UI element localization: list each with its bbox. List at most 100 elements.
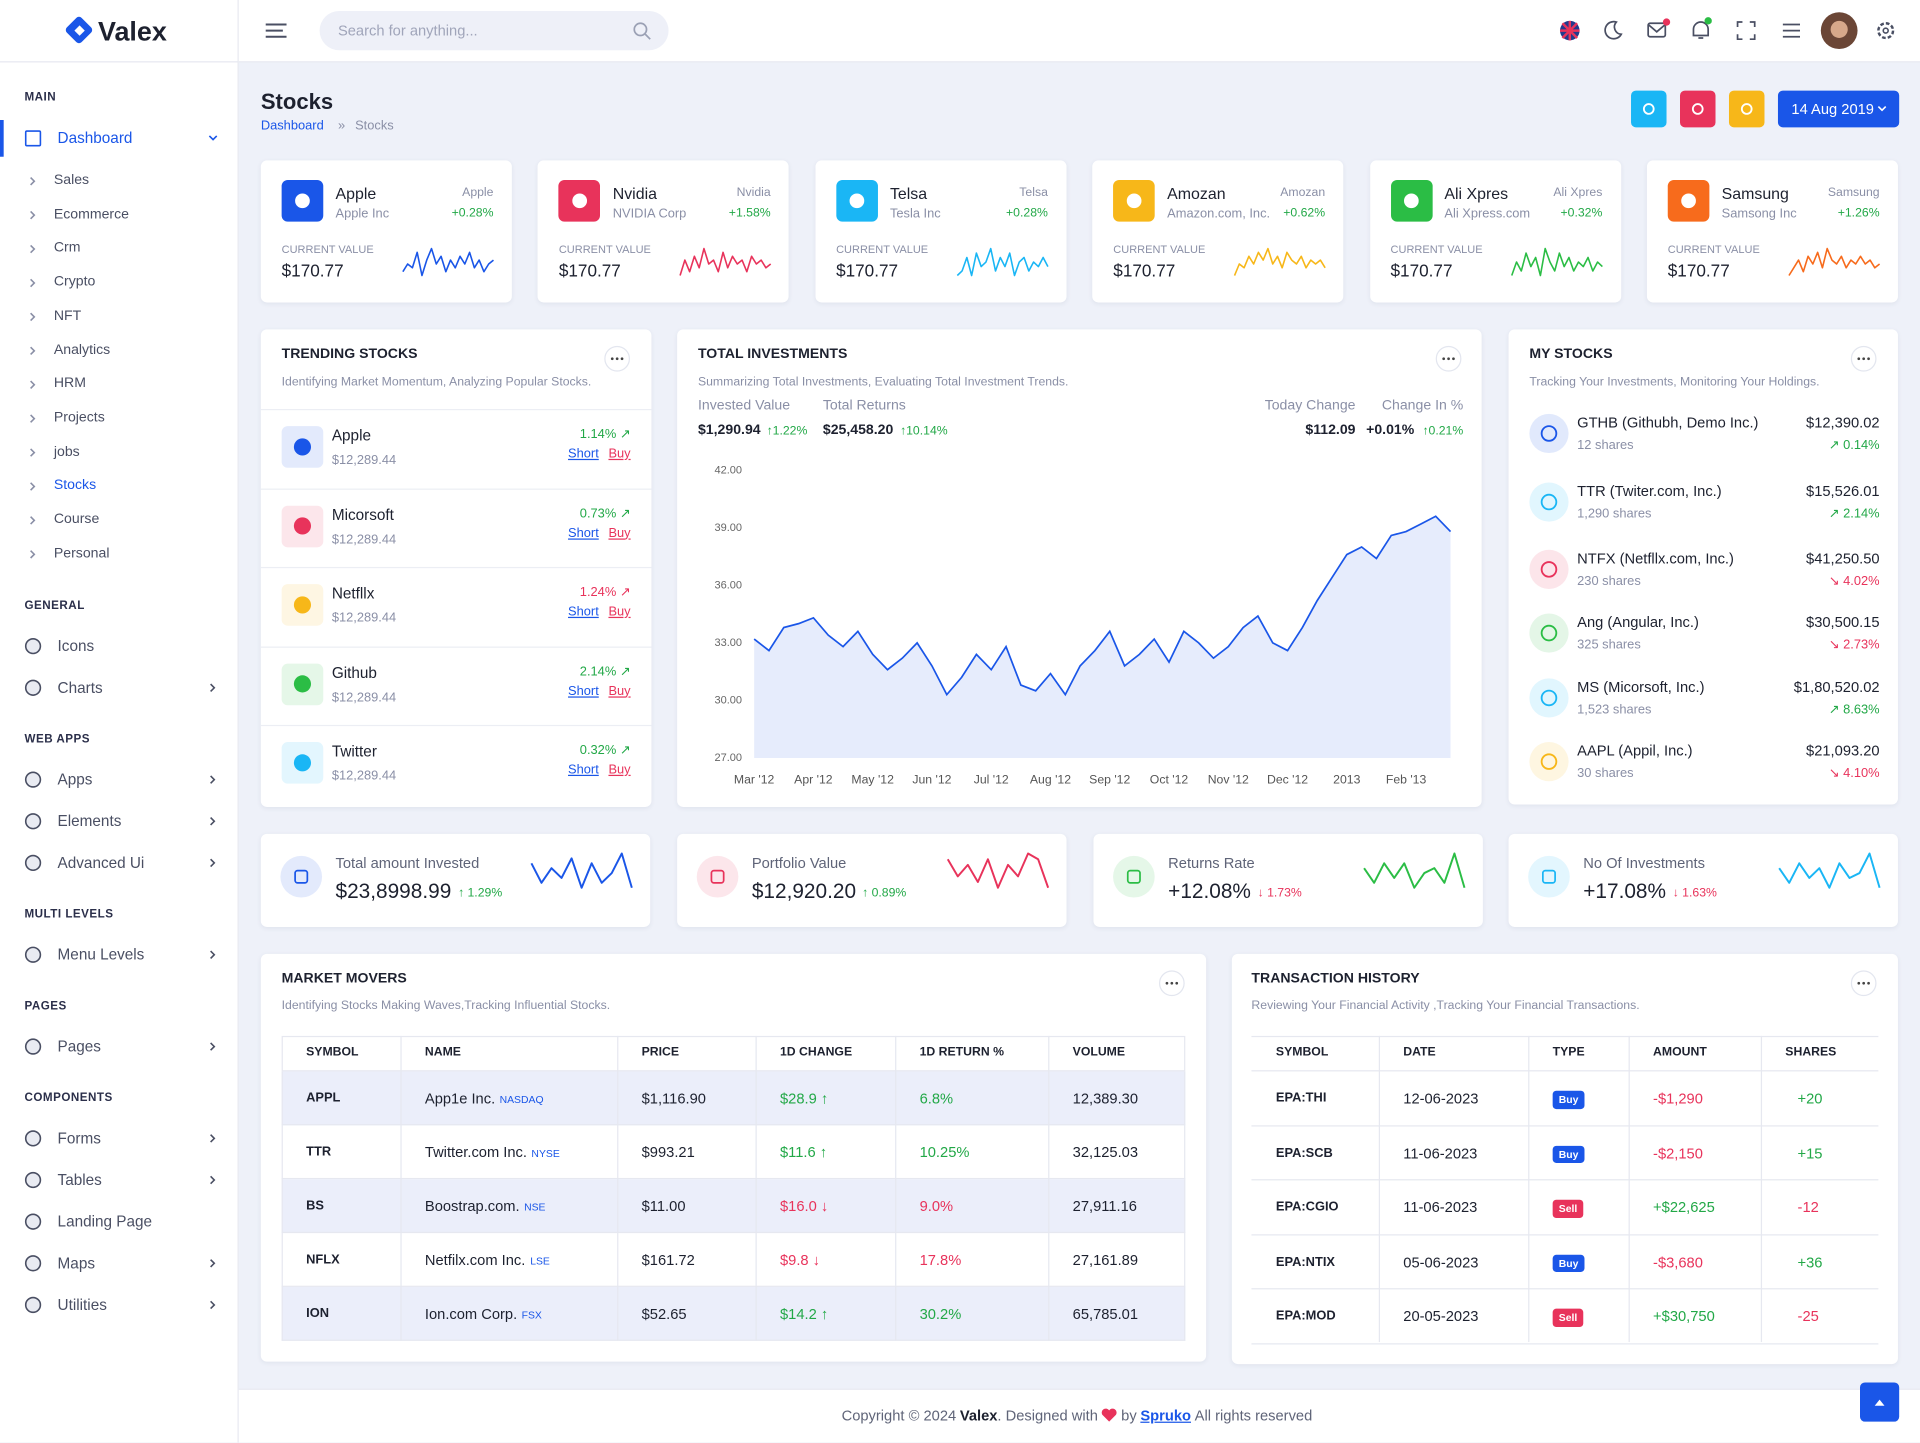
search-box[interactable] (319, 11, 669, 51)
stock-company: Tesla Inc (889, 206, 941, 222)
scroll-top-button[interactable] (1860, 1382, 1900, 1422)
menu-toggle[interactable] (260, 17, 292, 46)
value-label: CURRENT VALUE (1113, 243, 1206, 256)
toolbar-button[interactable] (1728, 90, 1765, 128)
header (238, 0, 1920, 63)
submenu-item[interactable]: Course (53, 512, 100, 527)
footer-brand: Valex (959, 1406, 998, 1425)
stat-value: $112.09 (1305, 422, 1356, 438)
cell-price: $993.21 (641, 1143, 695, 1161)
more-button-hit[interactable] (1851, 971, 1875, 995)
header-button[interactable] (1640, 13, 1674, 47)
header-button[interactable] (1869, 13, 1903, 47)
submenu-item[interactable]: Sales (53, 172, 90, 188)
holding-shares: 230 shares (1577, 573, 1641, 589)
short-link[interactable]: Short (568, 525, 599, 541)
section-title: PAGES (24, 999, 67, 1013)
stat-value: +0.01% (1366, 422, 1415, 438)
menu-item[interactable] (0, 120, 239, 157)
submenu-item[interactable]: Stocks (53, 478, 97, 493)
value-label: CURRENT VALUE (558, 243, 651, 256)
cell-date: 11-06-2023 (1403, 1198, 1478, 1216)
menu-label: Apps (57, 770, 93, 788)
holding-name: TTR (Twiter.com, Inc.) (1577, 482, 1722, 500)
header-button[interactable] (1553, 13, 1587, 47)
stat-value: +17.08% (1583, 879, 1667, 904)
x-tick-label: Aug '12 (1029, 773, 1072, 788)
menu-label: Icons (57, 637, 95, 655)
y-tick-label: 27.00 (714, 751, 743, 764)
brand-name[interactable]: Valex (97, 15, 167, 47)
x-tick-label: Jul '12 (973, 773, 1009, 788)
stock-ticker: Telsa (1019, 186, 1048, 200)
trend-name: Netfllx (331, 585, 375, 603)
header-button[interactable] (1822, 13, 1856, 47)
menu-item[interactable] (0, 1120, 239, 1157)
table-row (1251, 1235, 1879, 1290)
menu-item[interactable] (0, 1028, 239, 1065)
stock-value: $170.77 (1113, 260, 1176, 281)
stat-label: Portfolio Value (751, 854, 847, 872)
stat-label: No Of Investments (1583, 854, 1705, 872)
submenu-item[interactable]: Projects (53, 410, 105, 426)
trend-price: $12,289.44 (331, 452, 397, 468)
header-button[interactable] (1774, 13, 1808, 47)
short-link[interactable]: Short (568, 446, 599, 462)
cell-exchange: NSE (524, 1200, 546, 1214)
submenu-item[interactable]: Ecommerce (53, 206, 130, 222)
card-title: TOTAL INVESTMENTS (697, 346, 848, 362)
short-link[interactable]: Short (568, 683, 599, 699)
more-button-hit[interactable] (1436, 347, 1460, 371)
cell-exchange: FSX (521, 1308, 542, 1321)
card-title: MY STOCKS (1529, 346, 1613, 362)
toolbar-button[interactable] (1631, 90, 1667, 128)
submenu-item[interactable]: jobs (53, 444, 80, 459)
submenu-item[interactable]: Crypto (53, 274, 96, 290)
y-tick-label: 30.00 (714, 693, 743, 706)
footer-text: Copyright © 2024 Valex. Designed with by Sp… (842, 1407, 1316, 1424)
submenu-item[interactable]: Analytics (53, 342, 111, 358)
menu-item[interactable] (0, 669, 239, 706)
menu-item[interactable] (0, 1287, 239, 1324)
header-button[interactable] (1684, 13, 1718, 47)
breadcrumb-link[interactable]: Dashboard (260, 118, 324, 134)
short-link[interactable]: Short (568, 762, 599, 778)
more-button-hit[interactable] (1851, 347, 1875, 371)
table-row (1251, 1180, 1879, 1235)
value-label: CURRENT VALUE (1390, 243, 1483, 256)
header-button[interactable] (1729, 13, 1763, 47)
stat-change: ↑10.14% (900, 424, 948, 439)
menu-item[interactable] (0, 628, 239, 665)
cell-return: 9.0% (919, 1197, 954, 1215)
menu-item[interactable] (0, 761, 239, 798)
header-button[interactable] (1596, 13, 1630, 47)
holding-change: ↘ 4.10% (1828, 766, 1880, 781)
stock-ticker: Apple (462, 186, 494, 200)
buy-link[interactable]: Buy (608, 446, 631, 462)
buy-link[interactable]: Buy (608, 604, 631, 620)
column-divider (400, 1035, 402, 1341)
holding-value: $21,093.20 (1806, 742, 1880, 760)
cell-name: Boostrap.com. (424, 1197, 520, 1215)
submenu-item[interactable]: NFT (53, 308, 82, 324)
footer-company[interactable]: Spruko (1140, 1406, 1191, 1425)
short-link[interactable]: Short (568, 604, 599, 620)
buy-link[interactable]: Buy (608, 683, 631, 699)
submenu-item[interactable]: Crm (53, 240, 81, 256)
cell-shares: -25 (1797, 1307, 1819, 1325)
submenu-item[interactable]: HRM (53, 376, 86, 392)
x-tick-label: Mar '12 (733, 773, 775, 788)
menu-item[interactable] (0, 1162, 239, 1199)
more-button-hit[interactable] (1160, 971, 1184, 995)
cell-amount: +$22,625 (1653, 1198, 1715, 1216)
buy-link[interactable]: Buy (608, 525, 631, 541)
stock-company: Ali Xpress.com (1444, 206, 1531, 222)
buy-link[interactable]: Buy (608, 762, 631, 778)
more-button-hit[interactable] (605, 347, 629, 371)
menu-item[interactable] (0, 1245, 239, 1282)
row-divider (260, 487, 652, 490)
stock-ticker: Samsung (1827, 186, 1880, 200)
submenu-item[interactable]: Personal (53, 546, 110, 561)
toolbar-button[interactable] (1680, 90, 1716, 128)
stock-icon (281, 180, 324, 222)
